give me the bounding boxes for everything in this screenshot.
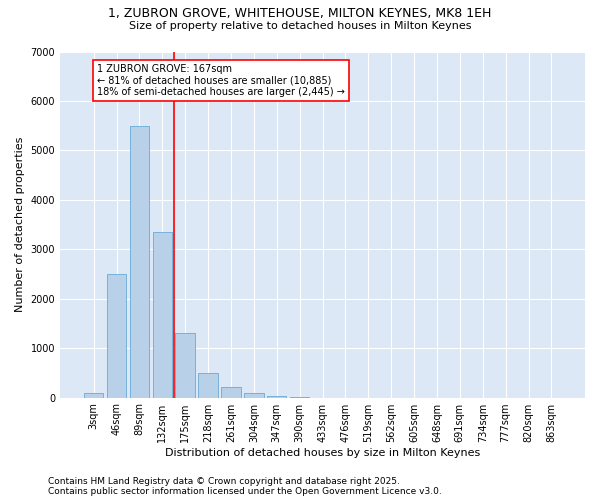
Text: 1 ZUBRON GROVE: 167sqm
← 81% of detached houses are smaller (10,885)
18% of semi: 1 ZUBRON GROVE: 167sqm ← 81% of detached… bbox=[97, 64, 345, 97]
Text: 1, ZUBRON GROVE, WHITEHOUSE, MILTON KEYNES, MK8 1EH: 1, ZUBRON GROVE, WHITEHOUSE, MILTON KEYN… bbox=[109, 8, 491, 20]
Bar bbox=[152, 232, 172, 398]
Text: Contains HM Land Registry data © Crown copyright and database right 2025.
Contai: Contains HM Land Registry data © Crown c… bbox=[48, 476, 442, 496]
Text: Size of property relative to detached houses in Milton Keynes: Size of property relative to detached ho… bbox=[129, 21, 471, 31]
Bar bbox=[107, 274, 126, 398]
Bar bbox=[130, 126, 149, 398]
Y-axis label: Number of detached properties: Number of detached properties bbox=[15, 137, 25, 312]
Bar bbox=[221, 386, 241, 398]
Bar bbox=[175, 334, 195, 398]
X-axis label: Distribution of detached houses by size in Milton Keynes: Distribution of detached houses by size … bbox=[165, 448, 480, 458]
Bar bbox=[199, 373, 218, 398]
Bar bbox=[267, 396, 286, 398]
Bar bbox=[244, 393, 263, 398]
Bar bbox=[84, 392, 103, 398]
